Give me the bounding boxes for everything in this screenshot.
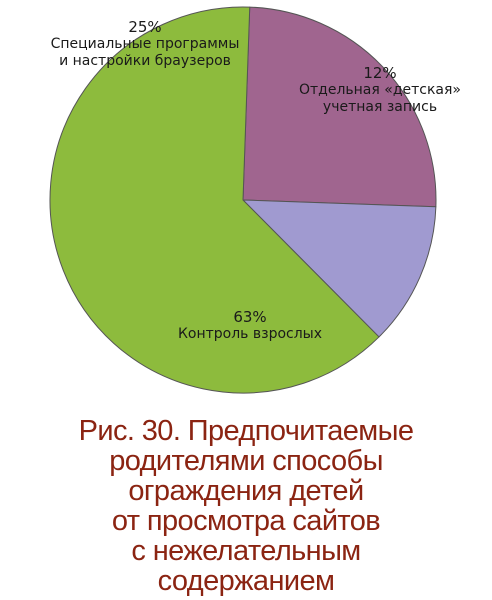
pie-chart-svg bbox=[49, 6, 437, 394]
figure-caption: Рис. 30. Предпочитаемые родителями спосо… bbox=[0, 416, 492, 596]
slice-special-programs bbox=[242, 6, 437, 208]
slice-adult-control bbox=[49, 6, 380, 394]
slice-label-adult-control: 63% Контроль взрослых bbox=[150, 308, 350, 343]
pie-chart: 25% Специальные программы и настройки бр… bbox=[40, 6, 480, 394]
slice-name-adult-control: Контроль взрослых bbox=[177, 326, 323, 342]
caption-line-5: с нежелательным bbox=[131, 535, 361, 567]
slice-label-child-account: 12% Отдельная «детская» учетная запись bbox=[280, 64, 480, 116]
caption-line-3: ограждения детей bbox=[128, 475, 364, 507]
slice-name-special-programs-line1: Специальные программы bbox=[50, 36, 240, 52]
caption-line-6: содержанием bbox=[157, 565, 335, 597]
caption-line-2: родителями способы bbox=[109, 445, 383, 477]
slice-percent-child-account: 12% bbox=[363, 64, 397, 82]
slice-name-special-programs-line2: и настройки браузеров bbox=[59, 53, 231, 69]
slice-child-account bbox=[242, 199, 437, 338]
slice-percent-special-programs: 25% bbox=[128, 18, 162, 36]
slice-name-child-account-line1: Отдельная «детская» bbox=[298, 82, 461, 98]
caption-line-1: Рис. 30. Предпочитаемые bbox=[78, 415, 414, 447]
caption-line-4: от просмотра сайтов bbox=[111, 505, 381, 537]
slice-label-special-programs: 25% Специальные программы и настройки бр… bbox=[40, 18, 250, 70]
slice-percent-adult-control: 63% bbox=[233, 308, 267, 326]
slice-name-child-account-line2: учетная запись bbox=[322, 99, 438, 115]
